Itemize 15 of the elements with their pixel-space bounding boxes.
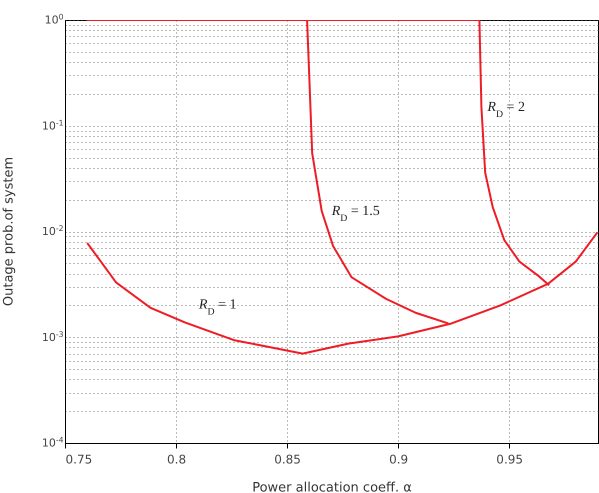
y-tick-label: 10$^{-2}$ [42, 224, 64, 238]
y-tick-label: 10$^{0}$ [44, 12, 64, 26]
x-tick-label: 0.75 [66, 452, 92, 466]
y-tick-label: 10$^{-3}$ [42, 329, 64, 344]
y-tick-label: 10$^{-1}$ [42, 118, 64, 132]
y-axis-title: Outage prob.of system [2, 156, 16, 306]
series-label: R$_{D}$ = 1.5 [330, 204, 380, 224]
x-tick-label: 0.95 [496, 452, 524, 466]
y-tick-label: 10$^{-4}$ [42, 435, 64, 450]
x-axis-title: Power allocation coeff. α [252, 480, 412, 493]
series-label: R$_{D}$ = 1 [198, 297, 236, 317]
series-label: R$_{D}$ = 2 [486, 100, 525, 120]
x-tick-label: 0.9 [389, 452, 408, 466]
x-tick-label: 0.8 [166, 452, 186, 466]
x-tick-label: 0.85 [274, 452, 301, 466]
